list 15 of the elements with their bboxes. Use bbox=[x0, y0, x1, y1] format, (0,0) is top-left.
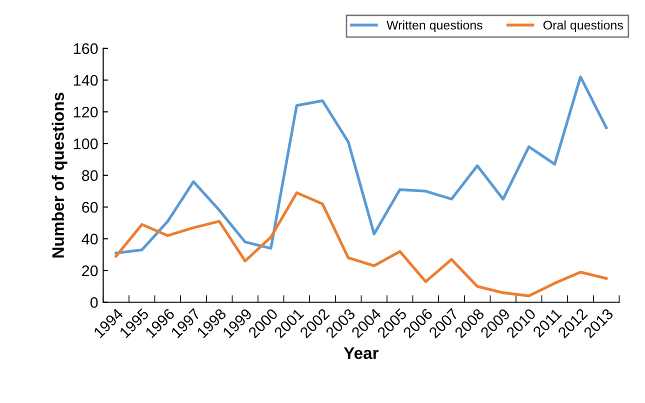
line-series bbox=[114, 191, 608, 298]
y-tick-label: 160 bbox=[74, 43, 98, 54]
y-tick-label: 100 bbox=[74, 138, 98, 150]
legend-label: Oral questions bbox=[543, 20, 623, 32]
y-tick-label: 20 bbox=[82, 265, 98, 276]
y-tick-label: 140 bbox=[74, 74, 98, 86]
y-tick-label: 0 bbox=[90, 297, 98, 308]
x-axis-title: Year bbox=[344, 347, 379, 360]
y-tick-label: 80 bbox=[82, 170, 98, 181]
y-axis-title: Number of questions bbox=[52, 92, 68, 258]
y-tick-label: 120 bbox=[74, 106, 98, 118]
line-series bbox=[114, 76, 608, 254]
legend-label: Written questions bbox=[386, 20, 482, 32]
y-tick-label: 40 bbox=[82, 234, 98, 244]
y-tick-label: 60 bbox=[82, 202, 98, 213]
